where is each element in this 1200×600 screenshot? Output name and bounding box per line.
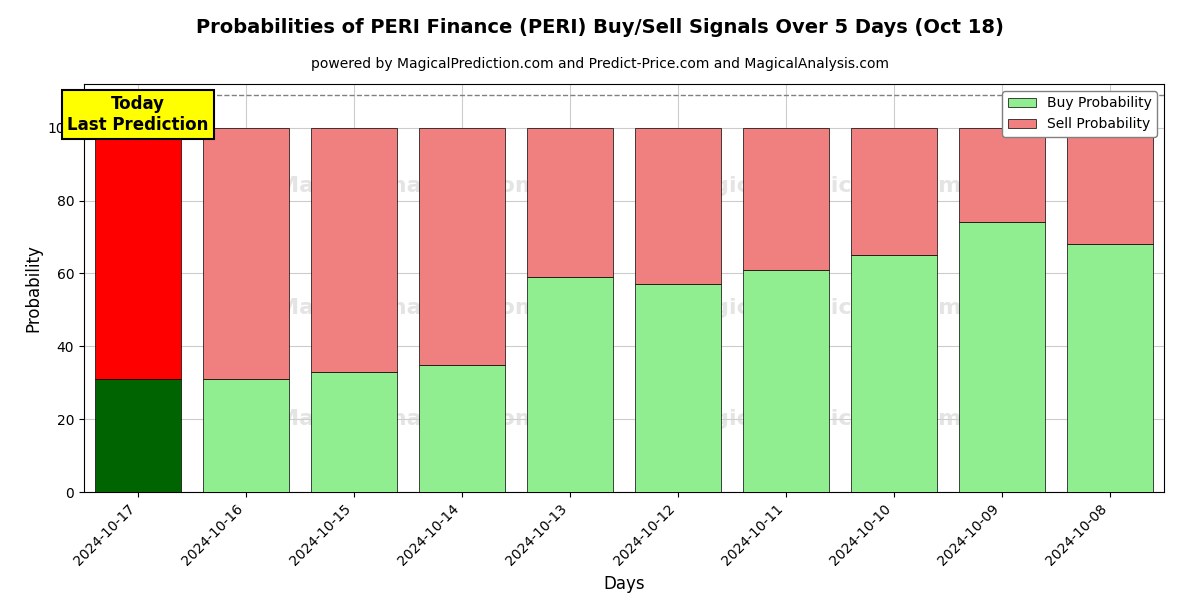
Bar (1067, 128, 1153, 244)
Bar (203, 379, 289, 492)
Bar (311, 128, 397, 372)
Bar (95, 128, 181, 379)
Text: Probabilities of PERI Finance (PERI) Buy/Sell Signals Over 5 Days (Oct 18): Probabilities of PERI Finance (PERI) Buy… (196, 18, 1004, 37)
Text: MagicalPrediction.com: MagicalPrediction.com (676, 176, 961, 196)
Bar (743, 270, 829, 492)
Bar (851, 255, 937, 492)
Text: MagicalAnalysis.com: MagicalAnalysis.com (277, 298, 539, 319)
Bar (419, 128, 505, 364)
Bar (311, 372, 397, 492)
Bar (419, 364, 505, 492)
Text: MagicalAnalysis.com: MagicalAnalysis.com (277, 176, 539, 196)
Bar (203, 128, 289, 379)
Bar (1067, 244, 1153, 492)
Bar (851, 128, 937, 255)
Bar (959, 128, 1045, 223)
Bar (743, 128, 829, 270)
Text: MagicalAnalysis.com: MagicalAnalysis.com (277, 409, 539, 428)
Bar (959, 223, 1045, 492)
Y-axis label: Probability: Probability (24, 244, 42, 332)
Bar (635, 284, 721, 492)
Bar (635, 128, 721, 284)
Bar (527, 128, 613, 277)
Legend: Buy Probability, Sell Probability: Buy Probability, Sell Probability (1002, 91, 1157, 137)
X-axis label: Days: Days (604, 575, 644, 593)
Text: MagicalPrediction.com: MagicalPrediction.com (676, 298, 961, 319)
Text: MagicalPrediction.com: MagicalPrediction.com (676, 409, 961, 428)
Text: powered by MagicalPrediction.com and Predict-Price.com and MagicalAnalysis.com: powered by MagicalPrediction.com and Pre… (311, 57, 889, 71)
Text: Today
Last Prediction: Today Last Prediction (67, 95, 209, 134)
Bar (95, 379, 181, 492)
Bar (527, 277, 613, 492)
